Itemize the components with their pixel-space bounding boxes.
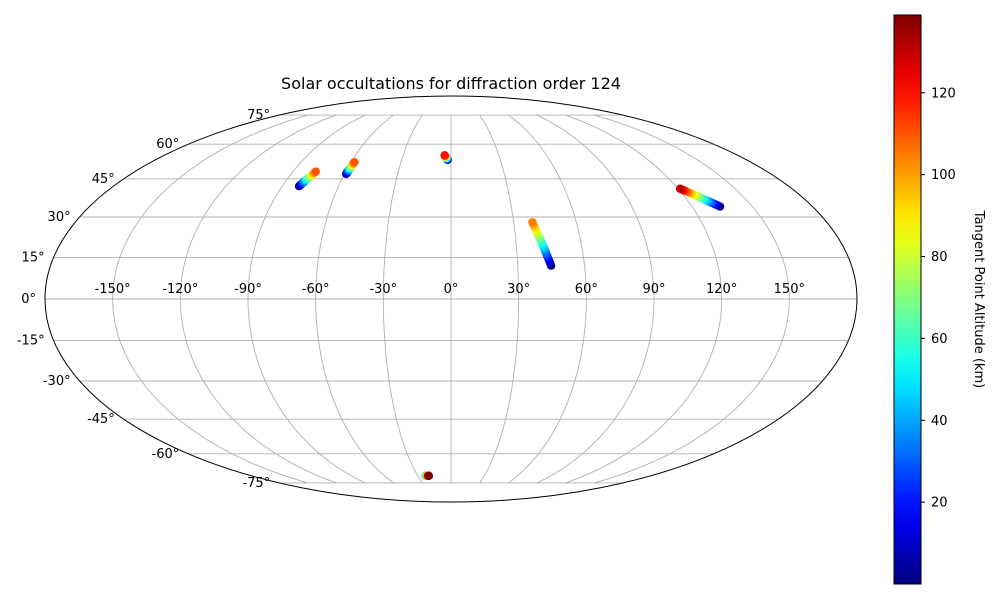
data-point [424,471,434,481]
data-point [675,184,685,193]
data-point [440,151,449,160]
lat-tick-label: 60° [156,137,179,152]
lat-tick-label: -60° [152,447,180,462]
colorbar-tick-label: 60 [931,332,948,347]
colorbar-tick-label: 100 [931,168,956,183]
lon-tick-label: -30° [369,282,397,297]
colorbar-tick-label: 80 [931,250,948,265]
chart-title: Solar occultations for diffraction order… [281,74,621,93]
lon-tick-label: -60° [302,282,330,297]
tick-labels: -150° -120° -90° -60° -30° 0° 30° 60° 90° 120° 150… [17,108,805,491]
colorbar-label: Tangent Point Altitude (km) [971,210,986,388]
colorbar-tick-label: 20 [931,496,948,511]
lat-tick-label: 75° [247,108,270,123]
lat-tick-label: -45° [87,412,115,427]
lon-tick-label: 150° [774,282,805,297]
lat-tick-label: 45° [92,172,115,187]
lon-tick-label: -120° [162,282,198,297]
lon-tick-label: 90° [642,282,665,297]
lon-tick-label: 120° [706,282,737,297]
colorbar-tick-label: 120 [931,86,956,101]
map-outline [44,95,858,503]
lat-tick-label: -75° [242,476,270,491]
lon-tick-label: 30° [507,282,530,297]
lon-tick-label: 60° [575,282,598,297]
data-point [311,167,321,176]
data-point [528,218,537,227]
lat-tick-label: -15° [17,334,45,349]
data-points [294,151,725,481]
lat-tick-label: 15° [22,250,45,265]
data-point [350,157,359,167]
grid [44,95,858,503]
colorbar-tick-label: 40 [931,414,948,429]
lon-tick-label: -90° [234,282,262,297]
lat-tick-label: 30° [48,210,71,225]
lon-tick-label: 0° [444,282,459,297]
lat-tick-label: 0° [21,292,36,307]
colorbar: 20 40 60 80 100 120 Tangent Point Altitude (km… [893,14,986,585]
colorbar-bar [893,14,922,585]
lat-tick-label: -30° [43,374,71,389]
lon-tick-label: -150° [95,282,131,297]
